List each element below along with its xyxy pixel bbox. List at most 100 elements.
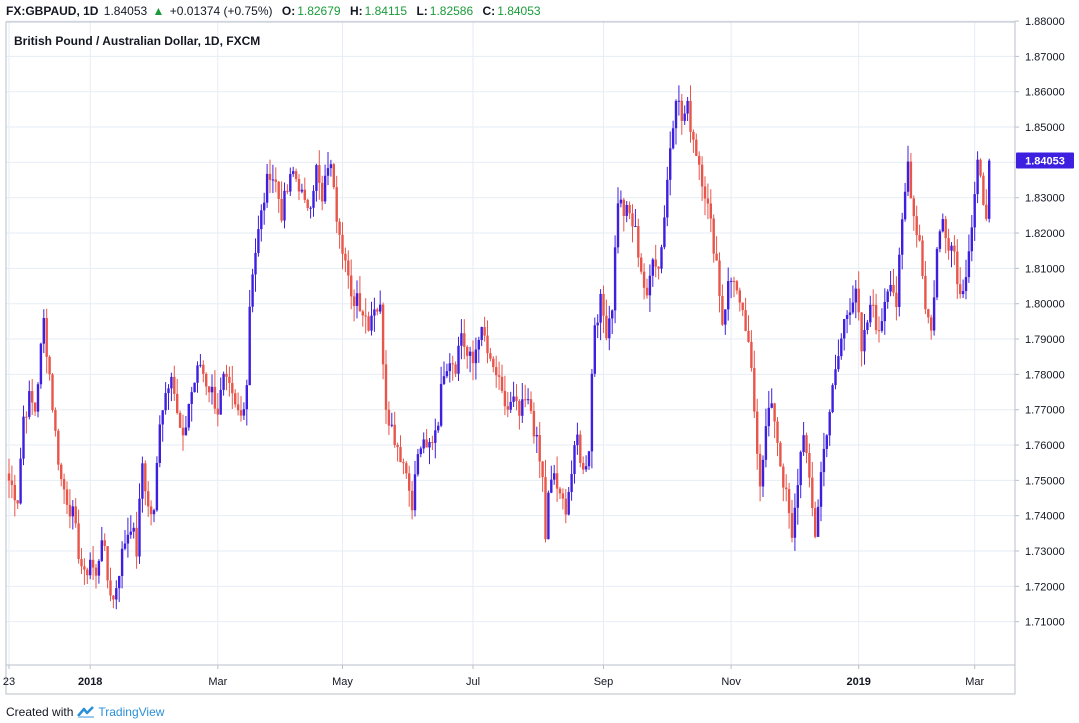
y-tick-label: 1.76000 [1025,440,1065,452]
candle-down [173,376,176,394]
candle-down [738,290,741,303]
candle-up [283,190,286,221]
candle-down [68,504,72,517]
candle-up [413,474,417,511]
candle-down [176,393,179,413]
candle-up [834,369,837,386]
y-tick-label: 1.73000 [1025,546,1065,558]
candle-down [77,523,80,560]
candle-down [790,513,794,538]
candle-down [347,260,350,276]
candle-down [358,293,362,312]
candle-up [170,376,173,389]
candle-up [573,445,576,474]
candle-down [495,367,498,376]
candle-down [915,216,918,236]
candle-down [640,257,643,272]
candle-down [83,566,86,570]
y-tick-label: 1.81000 [1025,263,1065,275]
candle-up [825,435,828,449]
candle-down [982,175,985,205]
x-tick-label: Mar [965,676,984,688]
candle-up [428,442,431,448]
candle-up [312,190,315,208]
candle-up [245,385,248,410]
symbol-label[interactable]: FX:GBPAUD, 1D [6,4,99,18]
candle-down [33,402,37,412]
candle-down [506,406,509,410]
candle-up [901,219,904,255]
candle-down [808,452,811,478]
candle-down [91,559,95,568]
y-tick-label: 1.80000 [1025,299,1065,311]
candle-up [292,171,295,174]
candle-up [663,217,666,248]
candle-down [45,318,48,357]
candle-up [660,247,663,269]
candle-down [387,409,391,426]
candle-up [686,100,689,114]
candle-down [213,386,217,409]
candle-down [239,410,243,416]
candle-up [22,416,25,459]
candle-up [764,426,768,460]
candle-up [193,382,196,393]
candle-down [274,179,277,182]
candle-up [480,327,483,341]
x-tick-label: Mar [208,676,227,688]
candle-down [695,139,698,156]
candle-up [263,202,266,211]
candle-down [814,508,817,537]
candle-down [782,466,785,488]
candle-down [712,218,715,254]
candle-down [408,473,411,491]
candle-down [538,435,541,462]
candle-down [454,364,457,374]
x-tick-label: Nov [721,676,741,688]
price-axis[interactable]: 1.880001.870001.860001.850001.840001.830… [1015,16,1065,629]
candle-up [437,425,440,431]
tradingview-link[interactable]: TradingView [77,702,164,722]
candle-down [492,358,495,368]
candle-down [874,304,878,331]
x-tick-label: 23 [3,676,15,688]
candle-up [761,459,765,487]
candle-down [555,473,559,489]
tradingview-brand: TradingView [98,705,165,719]
candle-up [576,434,579,446]
candle-up [509,401,512,410]
candle-down [895,292,898,307]
candle-down [698,155,701,165]
candle-up [599,293,602,323]
candle-down [756,411,759,454]
candle-up [36,384,40,412]
candle-down [706,198,710,204]
candle-up [553,473,556,480]
candle-up [152,510,156,515]
candle-down [7,473,11,481]
candle-down [872,304,875,306]
candle-down [352,296,356,306]
candle-up [570,473,573,492]
candle-up [126,534,130,544]
time-axis[interactable]: 23 2018 Mar May Jul Sep Nov 2019 Mar [3,665,985,688]
candle-up [289,173,292,192]
y-tick-label: 1.79000 [1025,334,1065,346]
candle-down [918,235,921,241]
candle-down [332,164,335,188]
candle-down [582,462,585,470]
candle-down [376,309,379,312]
candle-up [158,424,161,463]
candle-down [202,364,205,374]
candle-up [89,559,92,576]
candle-up [474,349,478,364]
y-tick-label: 1.88000 [1025,16,1065,28]
candle-up [138,498,141,557]
candle-up [442,376,446,384]
candle-up [854,288,857,303]
candle-down [700,164,704,187]
candle-up [477,340,480,350]
candle-down [637,226,640,258]
last-price: 1.84053 [103,4,148,18]
